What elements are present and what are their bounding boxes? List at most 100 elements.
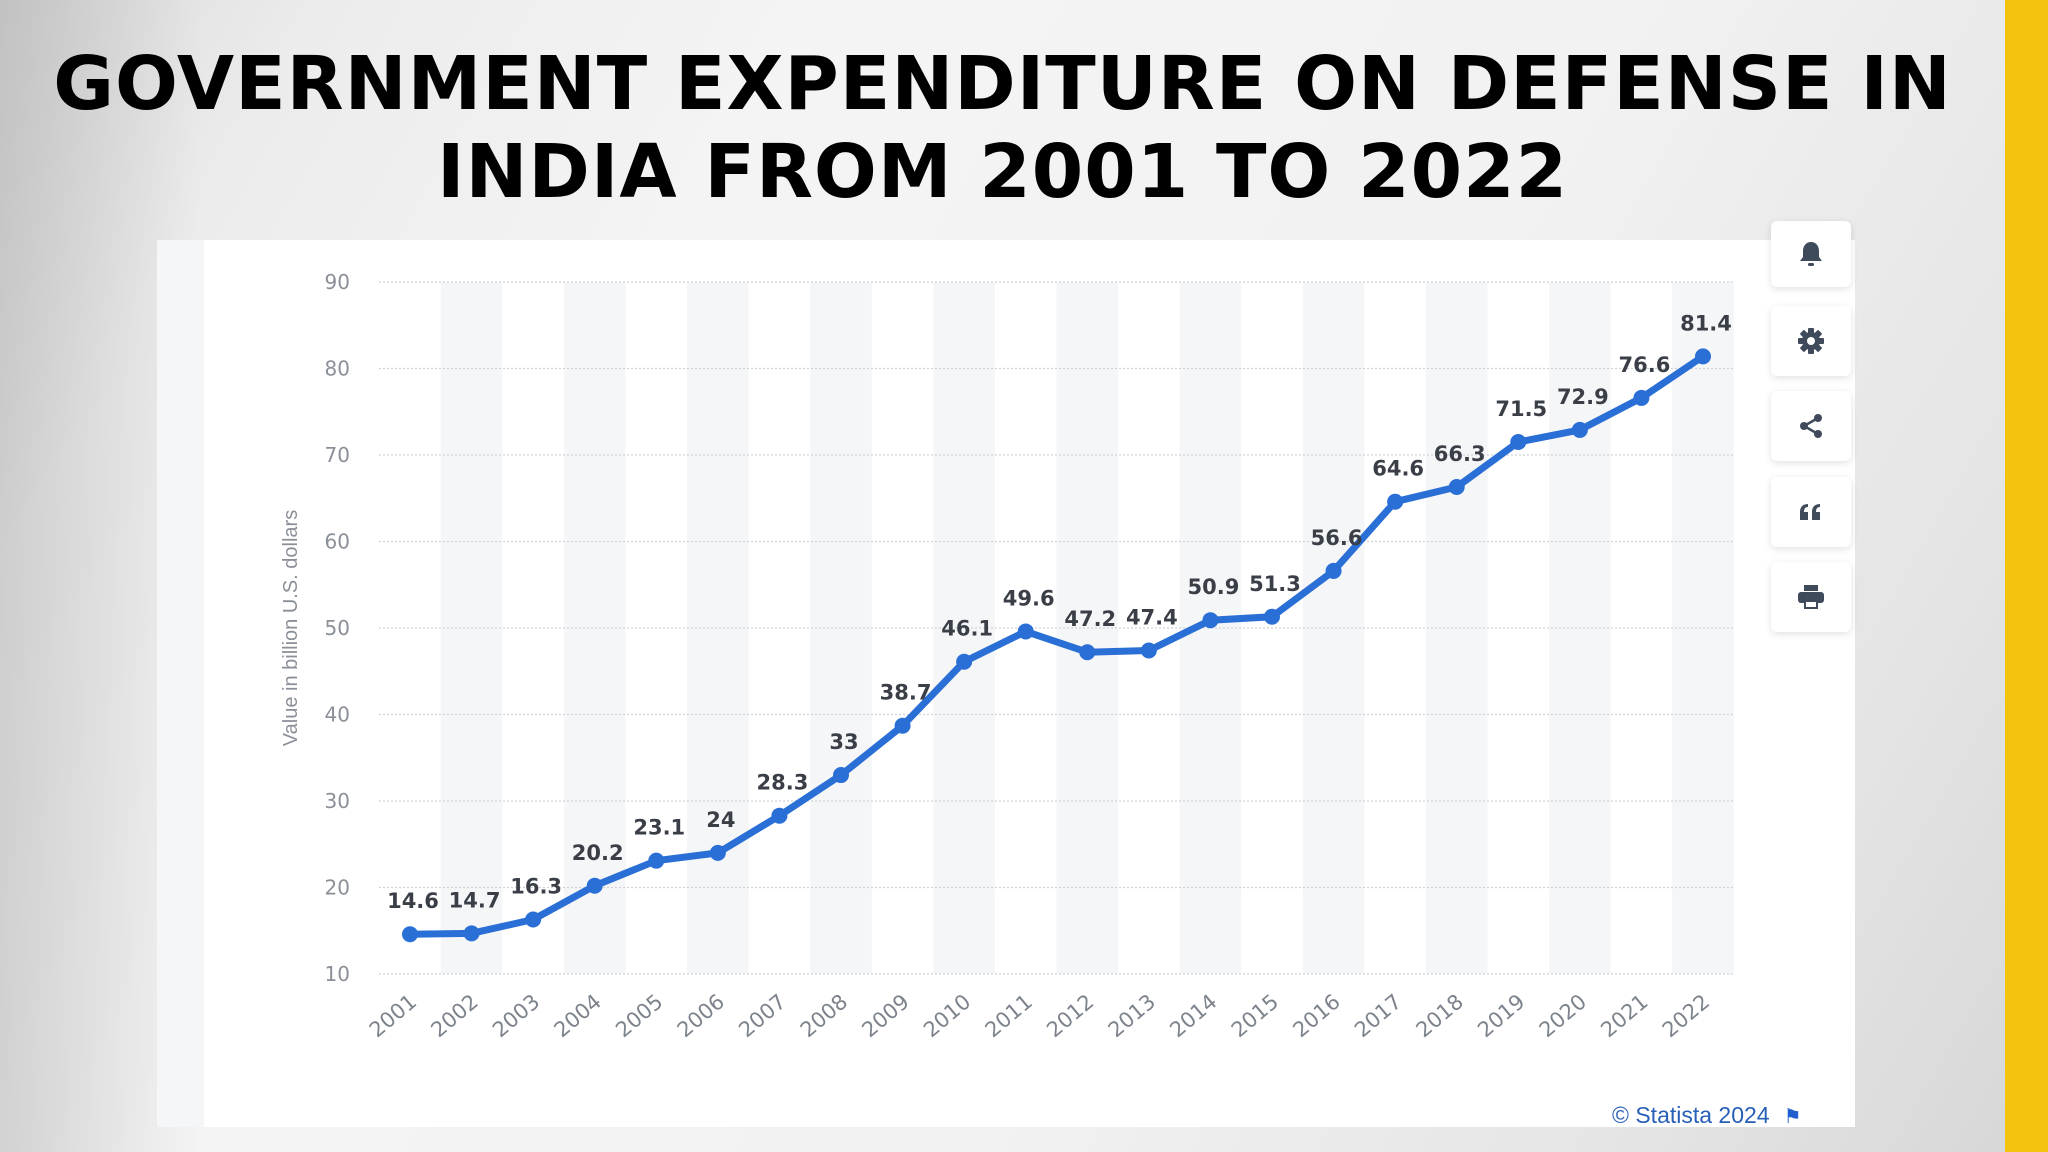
data-label: 50.9 bbox=[1188, 575, 1240, 599]
data-point bbox=[894, 717, 911, 734]
x-tick-label: 2010 bbox=[919, 989, 975, 1042]
x-tick-label: 2006 bbox=[673, 989, 729, 1042]
data-label: 47.4 bbox=[1126, 605, 1178, 629]
data-points bbox=[402, 348, 1711, 943]
print-icon bbox=[1798, 585, 1824, 609]
accent-bar bbox=[2005, 0, 2048, 1152]
flag-icon: ⚑ bbox=[1783, 1106, 1802, 1128]
x-tick-label: 2001 bbox=[365, 989, 421, 1042]
data-point bbox=[1448, 479, 1465, 496]
card-side-strip bbox=[157, 240, 204, 1127]
data-label: 64.6 bbox=[1372, 457, 1424, 481]
series-line bbox=[409, 353, 1705, 938]
y-tick-label: 50 bbox=[325, 616, 350, 640]
data-point bbox=[1017, 623, 1034, 640]
x-tick-label: 2004 bbox=[550, 989, 606, 1042]
x-tick-label: 2011 bbox=[981, 989, 1037, 1042]
data-label: 20.2 bbox=[572, 841, 624, 865]
data-label: 49.6 bbox=[1003, 586, 1055, 610]
share-icon bbox=[1800, 414, 1822, 438]
gridlines bbox=[379, 281, 1734, 975]
data-label: 38.7 bbox=[880, 681, 932, 705]
data-point bbox=[1571, 421, 1588, 438]
x-tick-label: 2022 bbox=[1658, 989, 1714, 1042]
x-tick-labels: 2001 2002 2003 2004 2005 2006 2007 2008 2009 2010… bbox=[365, 989, 1714, 1042]
data-label: 81.4 bbox=[1680, 311, 1732, 335]
data-label: 47.2 bbox=[1064, 607, 1116, 631]
data-label: 66.3 bbox=[1434, 442, 1486, 466]
data-point bbox=[1079, 644, 1096, 661]
data-point bbox=[648, 852, 665, 869]
data-label: 28.3 bbox=[757, 771, 809, 795]
data-label: 51.3 bbox=[1249, 572, 1301, 596]
data-point bbox=[1387, 493, 1404, 510]
quote-icon bbox=[1800, 504, 1820, 520]
x-tick-label: 2016 bbox=[1288, 989, 1344, 1042]
x-tick-label: 2020 bbox=[1535, 989, 1591, 1042]
x-tick-label: 2015 bbox=[1227, 989, 1283, 1042]
x-tick-label: 2003 bbox=[488, 989, 544, 1042]
data-label: 23.1 bbox=[633, 816, 685, 840]
title-line-1: GOVERNMENT EXPENDITURE ON DEFENSE IN bbox=[53, 41, 1952, 127]
data-label: 76.6 bbox=[1619, 353, 1671, 377]
y-tick-label: 30 bbox=[325, 789, 350, 813]
data-point bbox=[463, 925, 480, 942]
x-tick-label: 2013 bbox=[1104, 989, 1160, 1042]
x-tick-label: 2018 bbox=[1412, 989, 1468, 1042]
share-button[interactable] bbox=[1771, 391, 1851, 461]
data-label: 71.5 bbox=[1495, 397, 1547, 421]
y-tick-label: 60 bbox=[325, 530, 350, 554]
x-tick-label: 2017 bbox=[1350, 989, 1406, 1042]
data-label: 56.6 bbox=[1311, 526, 1363, 550]
gear-icon bbox=[1798, 328, 1824, 354]
print-button[interactable] bbox=[1771, 562, 1851, 632]
y-tick-label: 40 bbox=[325, 703, 350, 727]
data-label: 24 bbox=[706, 808, 735, 832]
notification-button[interactable] bbox=[1771, 221, 1851, 287]
x-tick-label: 2021 bbox=[1596, 989, 1652, 1042]
x-tick-label: 2012 bbox=[1042, 989, 1098, 1042]
data-point bbox=[771, 807, 788, 824]
x-tick-label: 2005 bbox=[611, 989, 667, 1042]
data-label: 46.1 bbox=[941, 617, 993, 641]
data-point bbox=[709, 844, 726, 861]
data-point bbox=[1510, 434, 1527, 451]
title-line-2: INDIA FROM 2001 TO 2022 bbox=[436, 129, 1569, 215]
data-label: 16.3 bbox=[510, 875, 562, 899]
data-point bbox=[402, 926, 418, 943]
y-tick-label: 10 bbox=[325, 962, 350, 986]
data-point bbox=[1264, 608, 1280, 625]
x-tick-label: 2019 bbox=[1473, 989, 1529, 1042]
data-point bbox=[586, 877, 603, 894]
x-tick-label: 2009 bbox=[857, 989, 913, 1042]
x-tick-label: 2014 bbox=[1165, 989, 1221, 1042]
data-point bbox=[1633, 389, 1650, 406]
bell-icon bbox=[1800, 242, 1822, 266]
data-point bbox=[956, 653, 973, 670]
data-point bbox=[525, 911, 542, 928]
data-point bbox=[1325, 562, 1342, 579]
data-point bbox=[1202, 612, 1219, 629]
x-tick-label: 2002 bbox=[426, 989, 482, 1042]
data-label: 72.9 bbox=[1557, 385, 1609, 409]
y-tick-label: 20 bbox=[325, 876, 350, 900]
y-axis-label: Value in billion U.S. dollars bbox=[280, 510, 302, 746]
data-label: 33 bbox=[829, 730, 858, 754]
data-label: 14.6 bbox=[387, 889, 439, 913]
y-tick-label: 90 bbox=[325, 270, 350, 294]
data-point bbox=[833, 767, 849, 784]
x-tick-label: 2008 bbox=[796, 989, 852, 1042]
y-tick-label: 80 bbox=[325, 357, 350, 381]
page-title: GOVERNMENT EXPENDITURE ON DEFENSE IN IND… bbox=[0, 40, 2005, 216]
cite-button[interactable] bbox=[1771, 477, 1851, 547]
y-tick-labels: 10 20 30 40 50 60 70 80 90 bbox=[325, 270, 350, 986]
copyright-text: © Statista 2024 bbox=[1612, 1102, 1770, 1128]
x-tick-label: 2007 bbox=[734, 989, 790, 1042]
statista-credit[interactable]: © Statista 2024 ⚑ bbox=[1612, 1102, 1802, 1129]
data-point bbox=[1140, 642, 1157, 659]
y-tick-label: 70 bbox=[325, 443, 350, 467]
data-labels: 14.6 14.7 16.3 20.2 23.1 24 28.3 33 38.7 46.1 49.6… bbox=[387, 311, 1732, 913]
settings-button[interactable] bbox=[1771, 306, 1851, 376]
data-label: 14.7 bbox=[449, 888, 501, 912]
